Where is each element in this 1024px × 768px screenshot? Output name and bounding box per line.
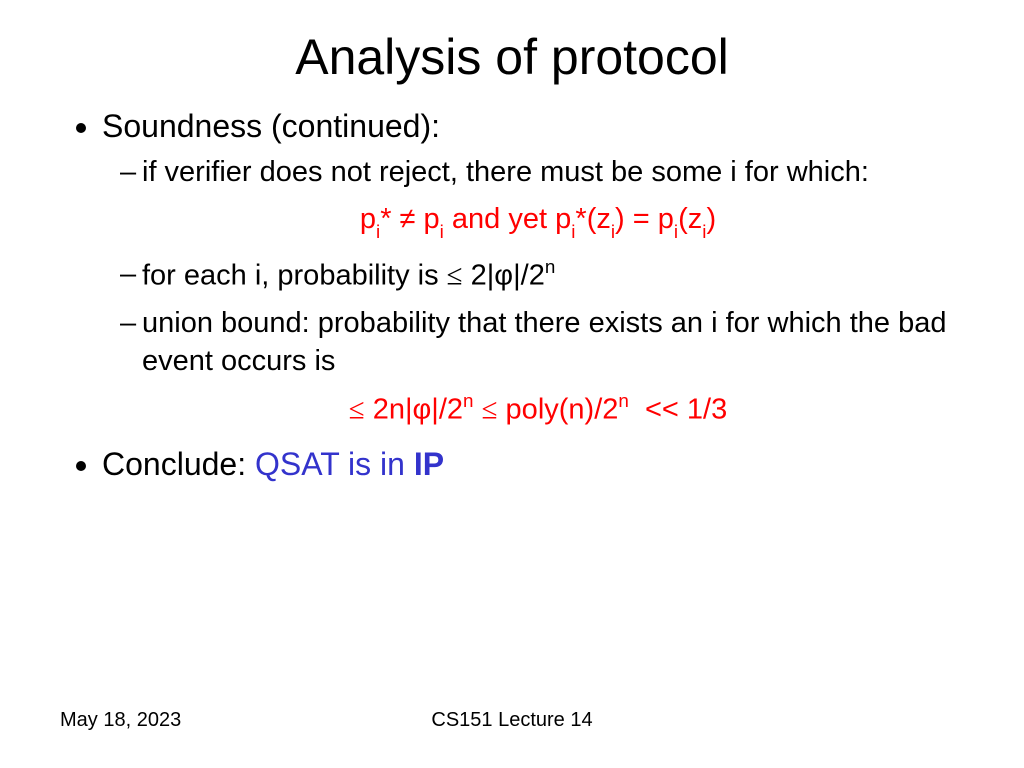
slide: Analysis of protocol Soundness (continue… [0, 0, 1024, 768]
sub-list: if verifier does not reject, there must … [102, 154, 974, 192]
bullet-text: Soundness (continued): [102, 108, 440, 144]
bullet-soundness: Soundness (continued): if verifier does … [102, 106, 974, 430]
slide-body: Soundness (continued): if verifier does … [0, 106, 1024, 485]
slide-title: Analysis of protocol [0, 0, 1024, 106]
conclude-label: Conclude: [102, 446, 255, 482]
sub-text: if verifier does not reject, there must … [142, 156, 869, 188]
formula-p-inequality: pi* ≠ pi and yet pi*(zi) = pi(zi) [102, 201, 974, 241]
formula-union-bound: ≤ 2n|φ|/2n ≤ poly(n)/2n << 1/3 [102, 390, 974, 429]
footer-lecture: CS151 Lecture 14 [0, 709, 1024, 732]
conclude-ip: IP [414, 446, 444, 482]
bullet-conclude: Conclude: QSAT is in IP [102, 444, 974, 486]
bullet-list: Soundness (continued): if verifier does … [70, 106, 974, 485]
sub-list-2: for each i, probability is ≤ 2|φ|/2n uni… [102, 256, 974, 381]
sub-item-verifier: if verifier does not reject, there must … [120, 154, 974, 192]
sub-item-union: union bound: probability that there exis… [120, 305, 974, 380]
sub-item-prob: for each i, probability is ≤ 2|φ|/2n [120, 256, 974, 295]
conclude-qsat: QSAT is in [255, 446, 414, 482]
